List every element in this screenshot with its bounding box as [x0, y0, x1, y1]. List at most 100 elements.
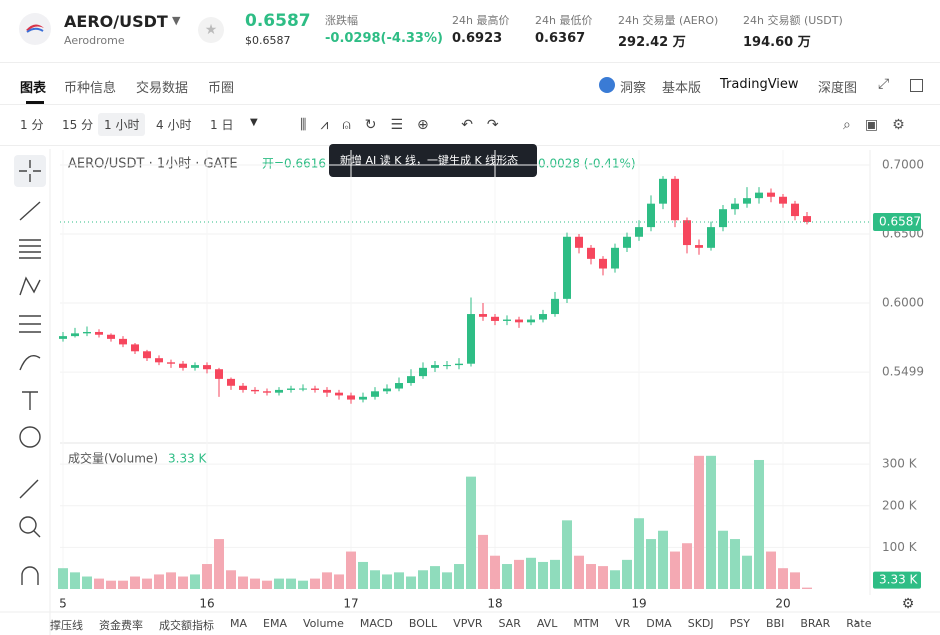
indicator[interactable]: 资金费率 [99, 619, 143, 632]
candle-body [443, 365, 451, 367]
volume-bar [310, 578, 320, 589]
indicator[interactable]: VPVR [453, 617, 483, 630]
interval[interactable]: 4 小时 [156, 118, 192, 132]
indicator[interactable]: AVL [536, 617, 558, 630]
volume-bar [574, 555, 584, 589]
indicator[interactable]: MACD [359, 617, 393, 630]
indicator[interactable]: BOLL [408, 617, 438, 630]
candle-body [323, 389, 331, 393]
volume-bar [274, 578, 284, 589]
volume-bar [406, 576, 416, 589]
candle-body [191, 365, 199, 368]
candle-body [743, 198, 751, 204]
volume-bar [178, 576, 188, 589]
tab[interactable]: 币圈 [208, 81, 235, 96]
volume-bar [430, 566, 440, 589]
tab[interactable]: 图表 [20, 81, 47, 96]
volume-bar [742, 555, 752, 589]
interval-dropdown[interactable]: ▼ [250, 117, 258, 128]
settings[interactable]: ⚙ [902, 596, 915, 612]
tool-active[interactable] [14, 155, 46, 187]
volume-bar [610, 570, 620, 589]
indicator[interactable]: Volume [302, 617, 344, 630]
candle-body [347, 395, 355, 400]
indicator[interactable]: PSY [729, 617, 750, 630]
stat-label: 24h 最高价 [452, 14, 510, 27]
toolbar-icons[interactable]: ⫼⩘⍝↻☰⊕ ↶↷ [300, 117, 513, 133]
volume-bar [490, 555, 500, 589]
toolbar-right[interactable]: ⌕▣⚙ [843, 117, 919, 133]
right-tab[interactable]: 洞察 [620, 81, 647, 96]
volume-bar [118, 580, 128, 589]
candle-body [755, 192, 763, 199]
candle-body [467, 314, 475, 364]
right-tab[interactable]: 基本版 [662, 81, 702, 96]
expand[interactable]: ⤢ [878, 76, 890, 92]
candle-body [107, 334, 115, 339]
interval[interactable]: 1 小时 [98, 113, 146, 136]
candle-body [215, 369, 223, 379]
candle-body [623, 236, 631, 248]
window[interactable] [910, 79, 923, 92]
indicator[interactable]: BRAR [800, 617, 831, 630]
indicator[interactable]: MTM [573, 617, 600, 630]
volume-bar [142, 578, 152, 589]
volume-bar [802, 587, 812, 589]
dropdown[interactable]: ▼ [172, 14, 181, 27]
volume-bar [334, 574, 344, 589]
tab-underline [26, 101, 44, 104]
indicator[interactable]: 成交额指标 [159, 619, 214, 632]
candle-body [635, 227, 643, 237]
tab[interactable]: 交易数据 [136, 81, 189, 96]
interval[interactable]: 1 日 [210, 118, 234, 132]
indicator[interactable]: SKDJ [687, 617, 714, 630]
left-tools[interactable] [19, 160, 41, 585]
indicator[interactable]: EMA [263, 617, 287, 630]
volume-bar [670, 551, 680, 589]
volume-bar [790, 572, 800, 589]
volume-bar [514, 559, 524, 589]
volume-bar [166, 572, 176, 589]
stat-value: 292.42 万 [618, 35, 686, 50]
indicator[interactable]: BBI [765, 617, 785, 630]
volume-bar [562, 520, 572, 589]
tab[interactable]: 币种信息 [64, 81, 117, 96]
volume-bar [442, 572, 452, 589]
volume-bar [550, 559, 560, 589]
volume-title: 成交量(Volume) [68, 451, 158, 466]
divider [0, 62, 940, 63]
divider [0, 104, 940, 105]
interval[interactable]: 15 分 [62, 118, 94, 132]
candle-body [275, 389, 283, 393]
favorite[interactable]: ★ [198, 17, 224, 43]
price: 0.6587 [245, 11, 311, 31]
candle-body [119, 338, 127, 345]
indicator[interactable]: MA [230, 617, 248, 630]
volume-bar [58, 568, 68, 589]
right-tab[interactable]: 深度图 [818, 81, 858, 96]
indicator-next[interactable]: › [854, 615, 859, 629]
candle-body [563, 236, 571, 299]
indicator[interactable]: VR [615, 617, 631, 630]
volume-bar [82, 576, 92, 589]
x-tick-label: 18 [487, 597, 502, 611]
current-price: 0.6587 [879, 215, 921, 229]
right-tab[interactable]: TradingView [720, 77, 799, 92]
indicator[interactable]: 撑压线 [50, 619, 83, 632]
candle-body [503, 319, 511, 321]
indicator[interactable]: SAR [498, 617, 521, 630]
indicator[interactable]: Rate [846, 617, 872, 630]
candle-body [71, 333, 79, 337]
candle-body [239, 385, 247, 390]
volume-bar [250, 578, 260, 589]
coin-icon [19, 13, 51, 45]
interval[interactable]: 1 分 [20, 118, 44, 132]
candle-body [371, 391, 379, 397]
indicator[interactable]: DMA [646, 617, 672, 630]
candle-body [83, 331, 91, 334]
y-tick-label: 100 K [882, 540, 918, 554]
candle-body [419, 367, 427, 377]
pair[interactable]: AERO/USDT [64, 12, 168, 31]
candle-body [587, 247, 595, 259]
